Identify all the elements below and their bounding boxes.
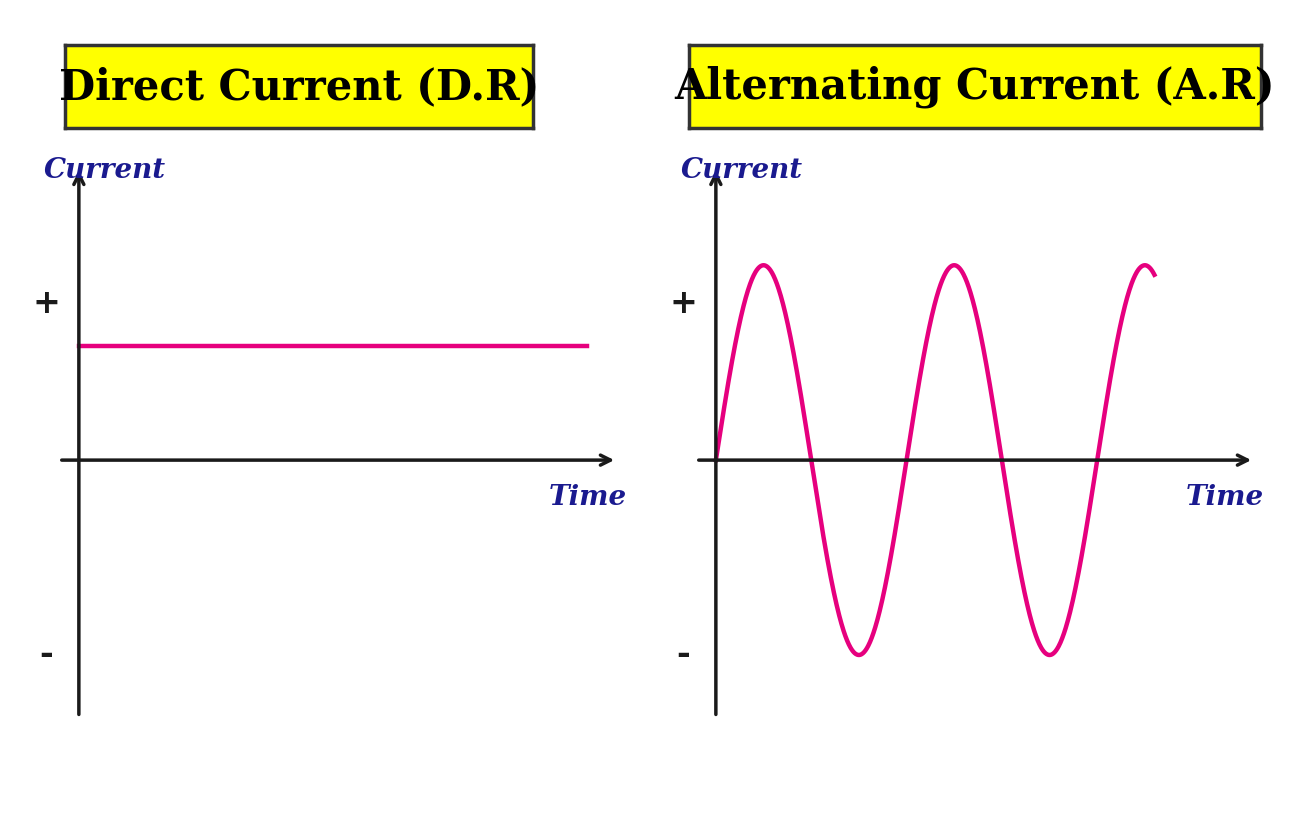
Text: Time: Time xyxy=(549,485,627,511)
Text: -: - xyxy=(39,638,53,672)
Text: +: + xyxy=(32,287,60,319)
Text: Current: Current xyxy=(681,157,803,184)
Text: Current: Current xyxy=(44,157,166,184)
Text: Alternating Current (A.R): Alternating Current (A.R) xyxy=(675,65,1275,108)
Text: Time: Time xyxy=(1186,485,1264,511)
Text: -: - xyxy=(676,638,690,672)
Text: +: + xyxy=(670,287,697,319)
Text: alamy: alamy xyxy=(52,786,127,806)
Text: Direct Current (D.R): Direct Current (D.R) xyxy=(58,66,540,108)
